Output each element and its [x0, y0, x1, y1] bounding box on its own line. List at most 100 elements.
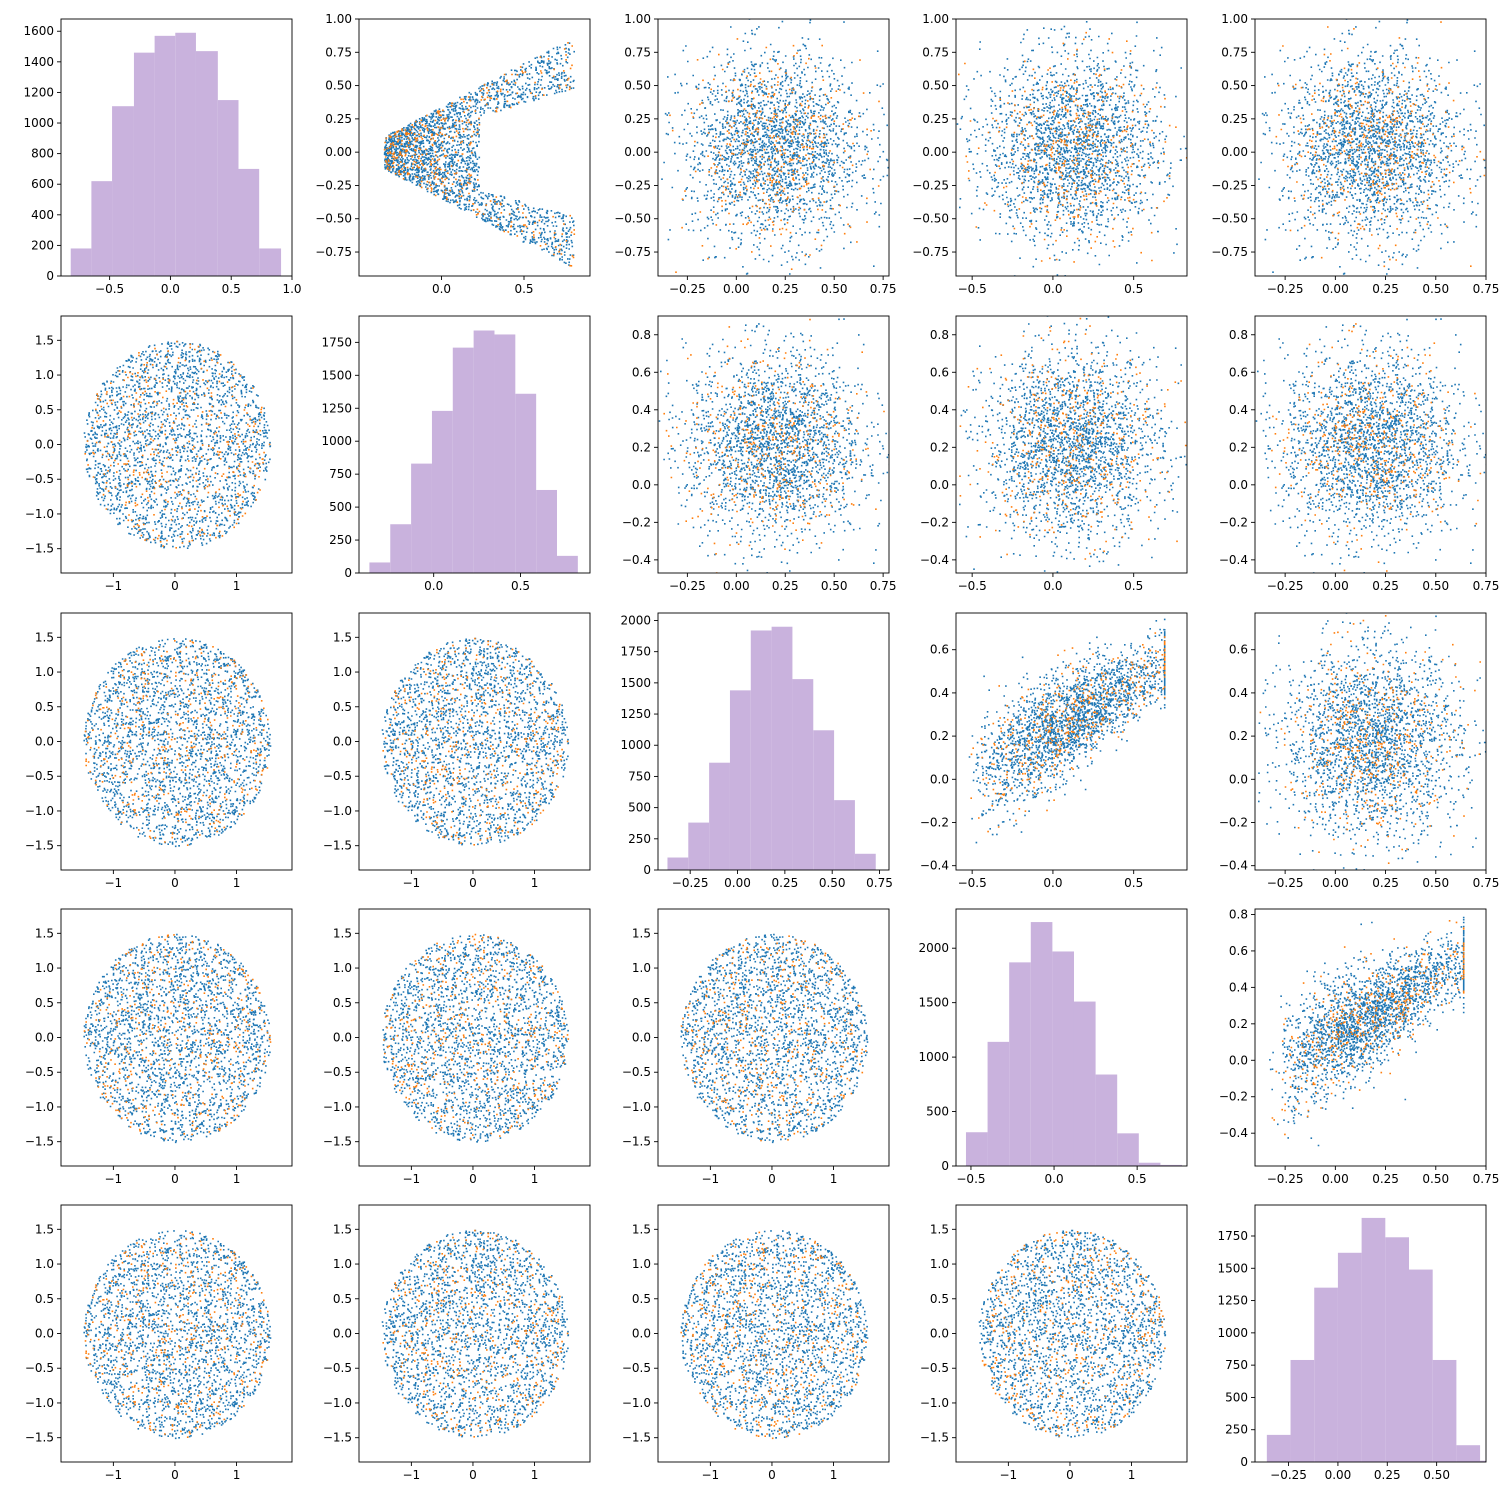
x-tick-label: 0.25 [772, 579, 799, 593]
y-tick-label: −0.2 [920, 515, 949, 529]
x-tick-label: −1 [403, 876, 421, 890]
y-tick-label: 0.8 [1229, 328, 1248, 342]
x-tick-label: −0.5 [95, 282, 124, 296]
x-tick-label: 1 [531, 876, 539, 890]
scatter-points-blue [83, 1230, 272, 1440]
histogram-bar [792, 679, 814, 870]
x-tick-label: 0.75 [1473, 579, 1500, 593]
x-tick-label: 1 [233, 579, 241, 593]
y-tick-label: −0.25 [1211, 178, 1248, 192]
y-tick-label: −0.25 [614, 178, 651, 192]
y-tick-label: 1.5 [35, 630, 54, 644]
x-tick-label: 0 [171, 1172, 179, 1186]
y-tick-label: 0.00 [922, 145, 949, 159]
x-tick-label: 0.50 [821, 282, 848, 296]
axes-frame [358, 315, 591, 574]
y-tick-label: 0.50 [922, 79, 949, 93]
y-tick-label: 1.0 [333, 1257, 352, 1271]
x-tick-label: 0.50 [1422, 1172, 1449, 1186]
y-tick-label: −1.0 [622, 1100, 651, 1114]
scatter-points-blue [83, 638, 272, 848]
y-tick-label: 600 [31, 177, 54, 191]
x-tick-label: 1 [830, 1468, 838, 1482]
y-tick-label: 0.25 [922, 112, 949, 126]
x-tick-label: 1 [830, 1172, 838, 1186]
y-tick-label: 0.4 [930, 403, 949, 417]
x-tick-label: 0 [768, 1172, 776, 1186]
y-tick-label: −0.25 [912, 178, 949, 192]
y-tick-label: −0.75 [1211, 245, 1248, 259]
y-tick-label: −0.5 [25, 769, 54, 783]
x-tick-label: −0.25 [1267, 1172, 1304, 1186]
scatter-points-blue [959, 316, 1187, 573]
subplot-r4-c4: −0.25 0.00 0.25 0.50 0 250 500 750 1000 1250 1500 1… [1217, 1204, 1487, 1482]
plot-area [1269, 916, 1465, 1147]
y-tick-label: 750 [1225, 1358, 1248, 1372]
y-tick-label: 1250 [321, 401, 352, 415]
plot-area [956, 19, 1187, 276]
x-tick-label: 0.0 [424, 579, 443, 593]
y-tick-label: −1.5 [25, 839, 54, 853]
subplot-r3-c4: −0.25 0.00 0.25 0.50 0.75 −0.4 −0.2 0.0 0.2 0.4 0.… [1219, 907, 1500, 1186]
y-tick-label: 0.2 [1229, 1017, 1248, 1031]
histogram-bar [834, 800, 855, 870]
histogram-bar [154, 35, 176, 276]
x-tick-label: 0 [1066, 1468, 1074, 1482]
y-tick-label: 1000 [918, 1050, 949, 1064]
x-tick-label: −0.25 [1267, 579, 1304, 593]
scatter-points-blue [956, 19, 1187, 276]
y-tick-label: 1.5 [632, 1222, 651, 1236]
x-tick-label: 0 [469, 1172, 477, 1186]
x-tick-label: 0.0 [1043, 579, 1062, 593]
y-tick-label: 1500 [1217, 1261, 1248, 1275]
x-tick-label: 0.75 [1473, 1172, 1500, 1186]
y-tick-label: 1000 [620, 738, 651, 752]
x-tick-label: 1 [1128, 1468, 1136, 1482]
subplot-r3-c3: −0.5 0.0 0.5 0 500 1000 1500 2000 [918, 908, 1188, 1186]
x-tick-label: 0.5 [1128, 1172, 1147, 1186]
y-tick-label: 0.0 [930, 772, 949, 786]
x-tick-label: −0.5 [958, 579, 987, 593]
y-tick-label: 0.00 [325, 145, 352, 159]
y-tick-label: 0.5 [35, 996, 54, 1010]
y-tick-label: 750 [329, 467, 352, 481]
plot-area [83, 638, 272, 848]
histogram-bar [515, 393, 537, 573]
y-tick-label: −0.5 [25, 472, 54, 486]
y-tick-label: 0.0 [1229, 1053, 1248, 1067]
plot-area [680, 1230, 869, 1440]
y-tick-label: −1.0 [25, 804, 54, 818]
y-tick-label: 1.0 [930, 1257, 949, 1271]
y-tick-label: −0.50 [614, 212, 651, 226]
scatter-points-orange [1259, 615, 1486, 864]
y-tick-label: 1.5 [632, 926, 651, 940]
y-tick-label: −0.5 [323, 769, 352, 783]
x-tick-label: −1 [105, 579, 123, 593]
histogram-bar [750, 630, 772, 870]
x-tick-label: 1 [233, 1172, 241, 1186]
histogram-bar [238, 168, 260, 276]
y-tick-label: 0.75 [624, 45, 651, 59]
x-tick-label: 0 [469, 1468, 477, 1482]
x-tick-label: 0.0 [1043, 876, 1062, 890]
y-tick-label: 0.8 [1229, 907, 1248, 921]
y-tick-label: 0.5 [333, 996, 352, 1010]
y-tick-label: 1500 [620, 676, 651, 690]
x-tick-label: 1 [531, 1468, 539, 1482]
subplot-r1-c1: 0.0 0.5 0 250 500 750 1000 1250 1500 1750 [321, 315, 591, 593]
scatter-points-orange [1275, 21, 1486, 268]
y-tick-label: 0.00 [1221, 145, 1248, 159]
y-tick-label: −1.0 [622, 1396, 651, 1410]
x-tick-label: 0 [171, 876, 179, 890]
histogram-bar [1456, 1445, 1481, 1462]
y-tick-label: 1000 [1217, 1326, 1248, 1340]
histogram-bar [1052, 951, 1074, 1166]
x-tick-label: 1 [233, 876, 241, 890]
x-tick-label: 0.5 [511, 579, 530, 593]
y-tick-label: −0.2 [1219, 1090, 1248, 1104]
y-tick-label: 0.0 [930, 478, 949, 492]
histogram-bar [1073, 1001, 1096, 1166]
x-tick-label: −0.25 [1267, 282, 1304, 296]
x-tick-label: −0.25 [1267, 876, 1304, 890]
x-tick-label: 0.50 [1422, 876, 1449, 890]
